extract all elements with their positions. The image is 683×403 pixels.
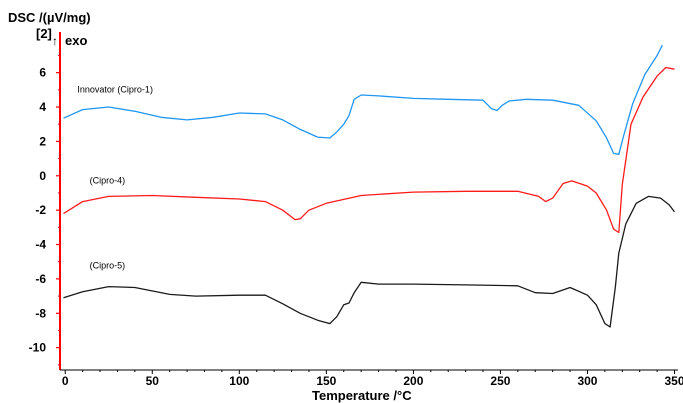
x-tick-label-6: 300: [577, 374, 597, 388]
y-tick-label-4: -2: [35, 203, 46, 217]
x-tick-label-7: 350: [665, 374, 683, 388]
y-axis-title: DSC /(µV/mg): [8, 10, 91, 25]
series-label-0: Innovator (Cipro-1): [77, 84, 153, 94]
y-axis-marker: [2]: [36, 26, 52, 41]
x-tick-label-3: 150: [316, 374, 336, 388]
y-tick-label-7: -8: [35, 306, 46, 320]
y-tick-label-3: 0: [39, 169, 46, 183]
x-tick-label-4: 200: [403, 374, 423, 388]
x-tick-label-0: 0: [62, 374, 69, 388]
series-line-2: [63, 195, 676, 328]
series-label-1: (Cipro-4): [90, 176, 126, 186]
series-label-2: (Cipro-5): [90, 261, 126, 271]
x-tick-label-2: 100: [229, 374, 249, 388]
exo-arrow-icon: ↑: [52, 34, 58, 48]
y-tick-label-8: -10: [29, 341, 47, 355]
y-tick-label-6: -6: [35, 272, 46, 286]
y-tick-label-0: 6: [39, 66, 46, 80]
y-tick-label-2: 2: [39, 134, 46, 148]
exo-label: exo: [65, 33, 88, 48]
axis-layer: 6 4 2 0 -2 -4 -6 -8 -10 0 50 100 150 200 250 300 350: [29, 32, 683, 388]
x-tick-label-1: 50: [146, 374, 160, 388]
series-layer: [63, 44, 676, 328]
x-tick-label-5: 250: [490, 374, 510, 388]
series-line-0: [63, 44, 663, 155]
y-tick-label-5: -4: [35, 238, 46, 252]
y-tick-label-1: 4: [39, 100, 46, 114]
series-label-layer: Innovator (Cipro-1) (Cipro-4) (Cipro-5): [77, 84, 153, 270]
x-axis-title: Temperature /°C: [312, 388, 412, 403]
series-line-1: [63, 66, 675, 234]
